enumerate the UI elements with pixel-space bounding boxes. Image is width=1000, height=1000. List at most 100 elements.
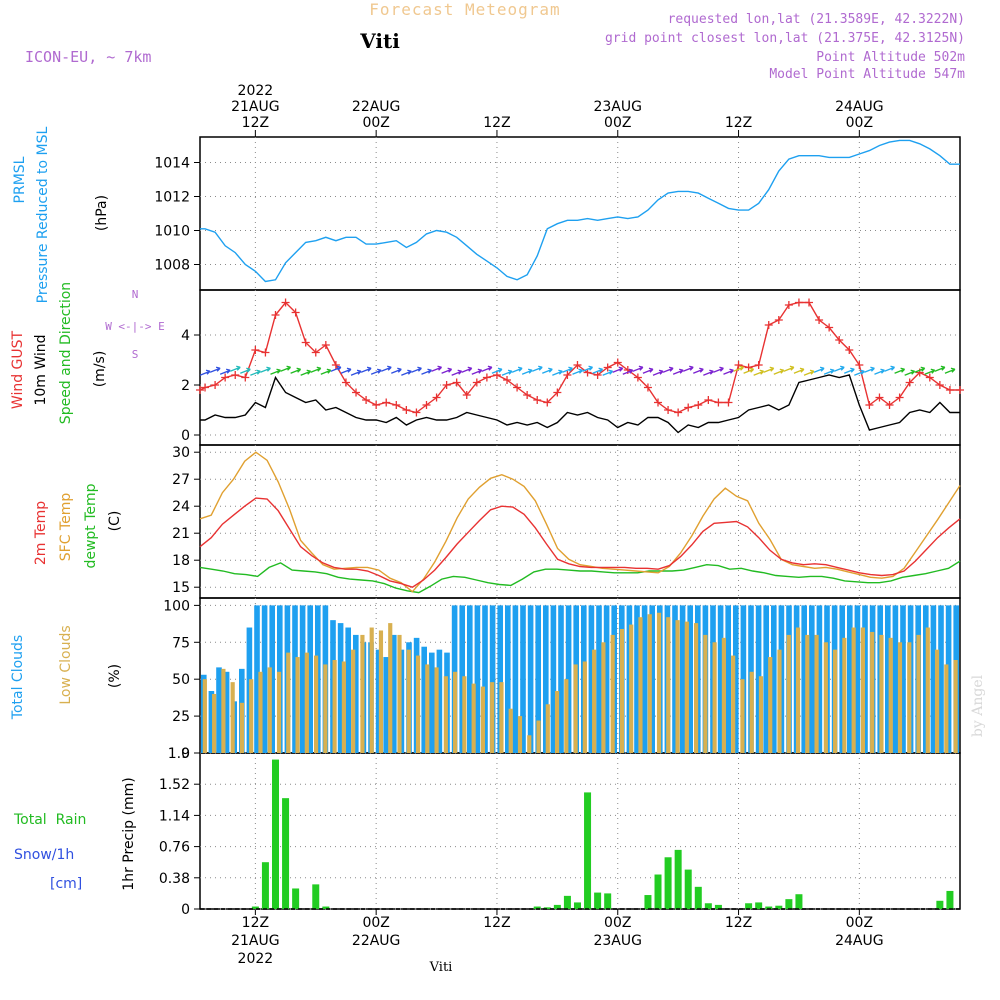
value-tick-label: 1008 (154, 258, 190, 274)
wind-direction-arrow (461, 366, 473, 373)
wind-direction-arrow (844, 367, 855, 374)
precip-bar (664, 857, 672, 909)
total-cloud-bar (223, 671, 230, 753)
y-axis-labels: 1008101010121014024151821242730025507510… (154, 156, 200, 918)
low-cloud-bar (286, 652, 291, 753)
wind-direction-arrow (773, 368, 785, 375)
low-cloud-bar (953, 660, 958, 753)
total-cloud-bar (550, 605, 557, 753)
clouds-unit: (%) (107, 664, 123, 688)
low-cloud-bar (601, 642, 606, 753)
value-tick-label: 1.14 (159, 808, 190, 824)
low-cloud-bar (536, 720, 541, 753)
wind-direction-arrow (451, 369, 463, 376)
wind-gust-line-point (885, 401, 894, 409)
top-time-label: 22AUG (352, 99, 401, 115)
total-cloud-bar (345, 627, 351, 753)
precip-bar (271, 759, 279, 909)
location-name: Viti (359, 29, 400, 53)
wind-direction-arrow (693, 367, 704, 374)
wind-gust-line-point (764, 321, 773, 329)
total-cloud-bar (649, 605, 655, 753)
total-cloud-bar (839, 605, 845, 753)
low-cloud-bar (221, 668, 226, 753)
wind-direction-arrow (360, 366, 372, 373)
wind-direction-arrow (632, 365, 644, 372)
wind-unit: (m/s) (92, 351, 108, 388)
compass-south: S (132, 348, 139, 361)
wind-gust-line-point (402, 406, 411, 414)
total-cloud-bar (391, 634, 397, 753)
precip-bar (261, 862, 269, 909)
wind-gust-line-point (452, 378, 461, 387)
value-tick-label: 0.38 (159, 871, 190, 887)
wind-direction-arrow (944, 367, 956, 374)
precip-bar (312, 884, 320, 909)
low-cloud-bar (554, 691, 560, 753)
bottom-time-label: 00Z (604, 915, 631, 931)
precip-unit: 1hr Precip (mm) (121, 777, 137, 890)
low-cloud-bar (378, 630, 384, 753)
wind-gust-line-point (301, 338, 310, 347)
pressure-line (200, 139, 960, 283)
low-cloud-bar (592, 649, 597, 753)
wind-gust-line-point (422, 401, 431, 409)
temperature-panel (199, 444, 961, 599)
total-cloud-bar (755, 605, 762, 753)
total-cloud-bar (603, 605, 610, 753)
wind-gust-line-point (724, 398, 733, 407)
wind-gust-line-point (261, 348, 270, 357)
wind-direction-arrow (713, 366, 724, 373)
wind-gust-line-point (543, 398, 552, 407)
wind-gust-line-point (553, 388, 562, 397)
low-cloud-bar (814, 634, 819, 753)
value-tick-label: 24 (172, 499, 190, 515)
low-cloud-bar (712, 642, 717, 753)
wind-10m-label: 10m Wind (33, 334, 49, 405)
total-cloud-bar (482, 605, 488, 753)
pressure-label-1: PRMSL (12, 156, 28, 203)
wind-gust-line-point (331, 361, 340, 369)
wind-gust-line-point (805, 298, 814, 307)
total-cloud-bar (641, 605, 648, 753)
top-time-label: 12Z (483, 115, 510, 131)
wind-direction-arrow (562, 366, 573, 373)
low-cloud-bar (276, 671, 282, 753)
wind-gust-line-point (271, 311, 280, 319)
wind-direction-arrow (552, 369, 563, 376)
compass-north: N (132, 288, 139, 301)
t2m-line (199, 497, 961, 588)
total-cloud-bar (269, 605, 275, 753)
wind-gust-line-point (362, 396, 371, 404)
total-cloud-bar (565, 605, 572, 753)
low-cloud-bar (360, 634, 365, 753)
low-cloud-bar (777, 649, 782, 753)
wind-gust-line (199, 301, 960, 414)
wind-gust-line-point (462, 391, 471, 399)
wind-gust-line-point (573, 361, 582, 369)
low-cloud-bar (694, 623, 699, 753)
precip-bar (745, 903, 753, 909)
total-cloud-bar (497, 605, 503, 753)
wind-direction-arrow (481, 365, 493, 372)
low-cloud-bar (823, 642, 828, 753)
low-cloud-bar (795, 627, 801, 753)
low-cloud-bar (925, 627, 930, 753)
wind-gust-line-point (492, 371, 501, 379)
precip-bar (553, 904, 561, 909)
bottom-time-axis: 12Z 21AUG 2022 00Z 22AUG 12Z 00Z 23AUG 12Z 00Z 24A… (231, 909, 884, 967)
wind-direction-arrow (582, 365, 594, 372)
low-cloud-bar (304, 652, 309, 753)
precip-bar (684, 869, 692, 909)
precip-bar (594, 892, 602, 909)
low-cloud-bar (443, 676, 448, 753)
low-cloud-bar (934, 649, 940, 753)
low-cloud-bar (267, 667, 272, 753)
total-cloud-bar (938, 605, 944, 753)
wind-direction-arrow (733, 365, 745, 372)
wind-gust-line-point (633, 373, 642, 382)
wind-direction-arrow (209, 366, 221, 373)
low-cloud-bar (490, 682, 495, 753)
wind-gust-line-point (694, 401, 703, 409)
